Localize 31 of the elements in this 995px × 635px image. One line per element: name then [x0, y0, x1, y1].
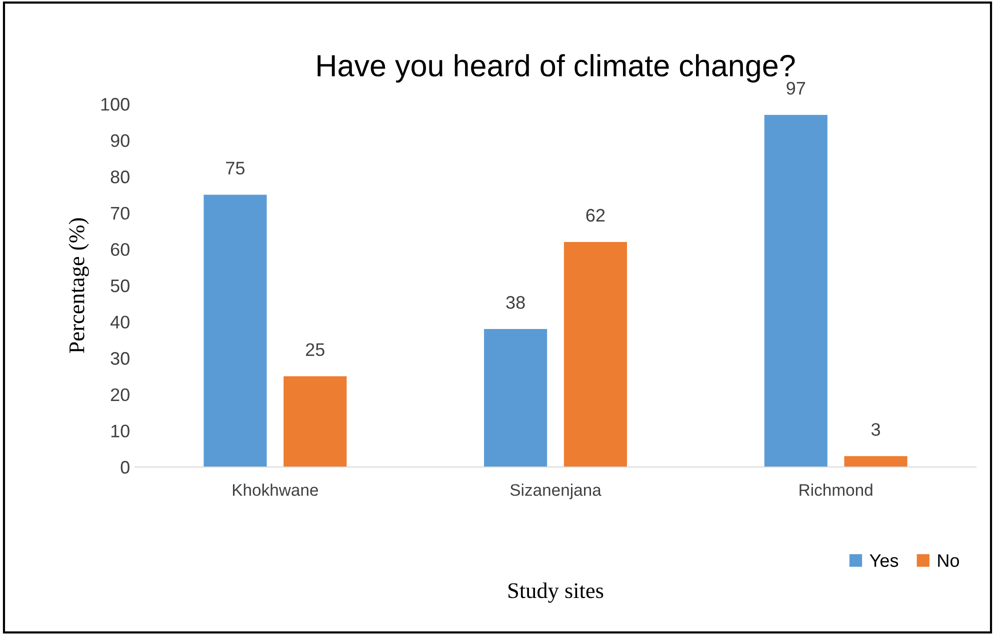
x-tick-label: Khokhwane — [232, 484, 318, 496]
bar — [844, 456, 908, 467]
y-tick-label: 80 — [110, 170, 130, 184]
data-label: 25 — [306, 343, 324, 356]
y-tick-label: 30 — [110, 352, 130, 365]
data-label: 75 — [226, 162, 245, 175]
data-label: 97 — [786, 82, 806, 95]
data-label: 62 — [586, 208, 605, 222]
x-tick-label: Richmond — [800, 484, 872, 496]
bar — [204, 194, 267, 467]
y-tick-label: 50 — [110, 279, 130, 292]
bar — [564, 242, 627, 467]
y-tick-label: 100 — [101, 98, 130, 111]
y-tick-label: 10 — [111, 424, 130, 438]
x-axis-title: Study sites — [508, 582, 604, 603]
y-tick-label: 0 — [120, 460, 130, 474]
data-label: 38 — [506, 296, 525, 309]
y-tick-label: 60 — [110, 243, 130, 256]
y-tick-label: 90 — [110, 134, 130, 148]
chart-title: Have you heard of climate change? — [318, 54, 795, 83]
bar — [484, 329, 548, 467]
data-label: 3 — [871, 423, 880, 436]
y-tick-label: 70 — [110, 206, 130, 220]
y-tick-label: 40 — [110, 316, 130, 329]
x-tick-label: Sizanenjana — [510, 484, 602, 500]
legend-label: Yes — [870, 554, 898, 567]
y-axis-title: Percentage (%) — [68, 218, 89, 354]
bar — [764, 114, 828, 467]
legend-label: No — [938, 554, 959, 567]
y-tick-label: 20 — [110, 388, 130, 402]
bar — [284, 376, 347, 467]
